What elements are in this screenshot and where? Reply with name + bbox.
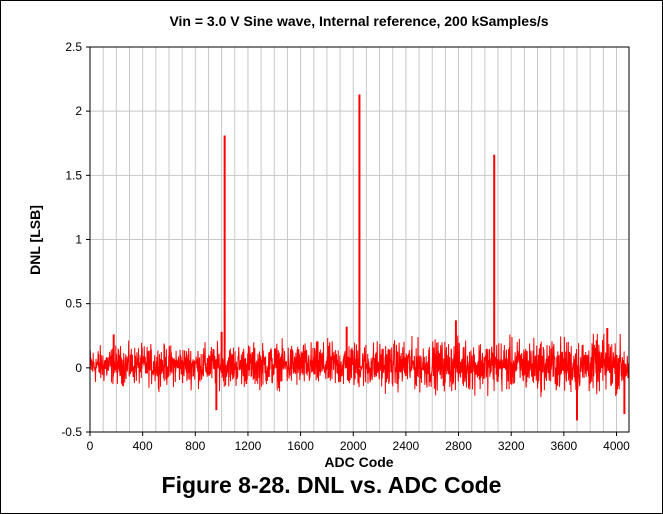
y-tick-label: 2	[75, 104, 82, 118]
x-axis-label: ADC Code	[324, 454, 393, 470]
x-tick-label: 1600	[287, 439, 314, 453]
x-tick-label: 400	[133, 439, 153, 453]
x-tick-label: 2000	[340, 439, 367, 453]
x-tick-label: 0	[87, 439, 94, 453]
y-axis-label: DNL [LSB]	[27, 205, 43, 275]
x-tick-label: 2800	[445, 439, 472, 453]
dnl-trace	[89, 320, 630, 421]
x-tick-label: 4000	[603, 439, 630, 453]
dnl-chart: -0.5 0 0.5 1 1.5 2 2.5 0 400 800 1200 1600 2000 2400…	[27, 13, 630, 470]
x-tick-label: 1200	[235, 439, 262, 453]
chart-title: Vin = 3.0 V Sine wave, Internal referenc…	[169, 13, 548, 29]
x-axis-ticks: 0 400 800 1200 1600 2000 2400 2800 3200 3600 4000	[87, 432, 630, 453]
grid	[90, 46, 629, 433]
y-tick-label: 1.5	[65, 168, 82, 182]
x-tick-label: 3200	[498, 439, 525, 453]
x-tick-label: 3600	[550, 439, 577, 453]
y-tick-label: 2.5	[65, 40, 82, 54]
y-tick-label: 0.5	[65, 297, 82, 311]
x-tick-label: 800	[185, 439, 205, 453]
x-tick-label: 2400	[393, 439, 420, 453]
y-axis-ticks: -0.5 0 0.5 1 1.5 2 2.5	[61, 40, 90, 439]
figure-caption: Figure 8-28. DNL vs. ADC Code	[161, 472, 502, 498]
y-tick-label: 1	[75, 233, 82, 247]
y-tick-label: 0	[75, 361, 82, 375]
y-tick-label: -0.5	[61, 425, 82, 439]
series-dnl	[89, 94, 630, 421]
